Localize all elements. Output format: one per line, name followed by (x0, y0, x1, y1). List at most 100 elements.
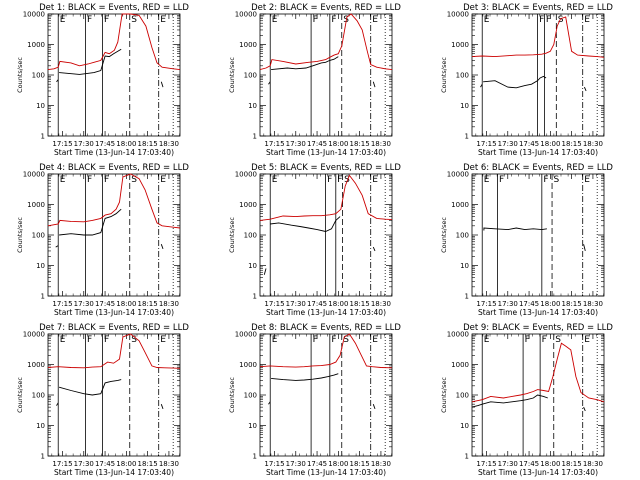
y-tick-label: 1 (253, 133, 257, 141)
x-tick-label: 17:15 (264, 460, 284, 468)
series-events-segment-2 (372, 404, 376, 410)
x-axis-label: Start Time (13-Jun-14 17:03:40) (478, 468, 598, 477)
panel-title: Det 4: BLACK = Events, RED = LLD (39, 163, 189, 173)
y-axis-label: Counts/sec (228, 377, 236, 413)
marker-label: F (313, 15, 318, 25)
x-tick-label: 18:30 (371, 140, 391, 148)
x-tick-label: 18:15 (138, 460, 158, 468)
panel-det-9: Det 9: BLACK = Events, RED = LLD 1 10 100 10… (440, 323, 613, 477)
x-tick-label: 17:15 (476, 140, 496, 148)
y-tick-label: 100 (456, 72, 469, 80)
marker-label: F (104, 335, 109, 345)
series-lld-segment-0 (47, 333, 181, 369)
series-events-segment-1 (583, 406, 586, 412)
series-lld-segment-0 (47, 173, 181, 229)
panel-title: Det 1: BLACK = Events, RED = LLD (39, 3, 189, 13)
plot-frame (47, 333, 181, 457)
series-lld-segment-0 (259, 13, 393, 71)
marker-label: E (584, 15, 590, 25)
series-events-segment-0 (263, 268, 267, 275)
marker-label: E (484, 335, 490, 345)
x-axis-label: Start Time (13-Jun-14 17:03:40) (54, 468, 174, 477)
panel-det-1: Det 1: BLACK = Events, RED = LLD 1 10 100 10… (16, 3, 189, 157)
marker-label: S (554, 175, 560, 185)
x-tick-label: 18:30 (583, 140, 603, 148)
x-tick-label: 18:00 (540, 460, 560, 468)
y-tick-label: 100 (32, 232, 45, 240)
series-events-segment-2 (160, 244, 164, 250)
marker-label: F (327, 175, 332, 185)
x-tick-label: 17:15 (264, 140, 284, 148)
y-tick-label: 100 (456, 392, 469, 400)
panel-title: Det 8: BLACK = Events, RED = LLD (251, 323, 401, 333)
y-tick-label: 10000 (23, 331, 45, 339)
x-tick-label: 17:45 (519, 460, 539, 468)
y-tick-label: 1 (41, 133, 45, 141)
x-tick-label: 18:15 (138, 300, 158, 308)
marker-label: E (60, 335, 66, 345)
x-tick-label: 17:45 (95, 140, 115, 148)
x-tick-label: 18:30 (159, 140, 179, 148)
y-tick-label: 100 (456, 232, 469, 240)
marker-label: S (131, 15, 137, 25)
series-events-segment-1 (59, 48, 122, 75)
series-events-segment-0 (483, 227, 547, 231)
series-events-segment-1 (271, 56, 339, 71)
series-events-segment-1 (59, 208, 122, 236)
marker-label: E (484, 15, 490, 25)
y-tick-label: 10 (248, 422, 257, 430)
y-tick-label: 10000 (235, 331, 257, 339)
y-tick-label: 1000 (27, 41, 45, 49)
marker-label: S (131, 175, 137, 185)
series-lld-segment-0 (47, 13, 181, 71)
marker-label: E (372, 335, 378, 345)
x-tick-label: 17:30 (74, 140, 94, 148)
y-tick-label: 10000 (23, 11, 45, 19)
marker-label: S (344, 175, 350, 185)
y-tick-label: 10 (248, 102, 257, 110)
y-axis-label: Counts/sec (440, 377, 448, 413)
marker-label: F (525, 335, 530, 345)
marker-label: S (131, 335, 137, 345)
x-axis-label: Start Time (13-Jun-14 17:03:40) (478, 148, 598, 157)
panel-det-7: Det 7: BLACK = Events, RED = LLD 1 10 100 10… (16, 323, 189, 477)
series-events-segment-0 (268, 81, 271, 85)
x-tick-label: 18:00 (116, 460, 136, 468)
series-events-segment-1 (583, 244, 586, 252)
x-tick-label: 18:00 (328, 140, 348, 148)
x-axis-label: Start Time (13-Jun-14 17:03:40) (266, 468, 386, 477)
y-tick-label: 1 (253, 293, 257, 301)
y-tick-label: 1 (41, 293, 45, 301)
x-tick-label: 18:00 (540, 140, 560, 148)
y-tick-label: 10 (460, 422, 469, 430)
marker-label: F (331, 335, 336, 345)
y-tick-label: 1 (253, 453, 257, 461)
marker-label: S (343, 335, 349, 345)
x-tick-label: 17:45 (519, 140, 539, 148)
x-tick-label: 18:30 (583, 460, 603, 468)
panel-det-3: Det 3: BLACK = Events, RED = LLD 1 10 100 10… (440, 3, 613, 157)
series-lld-segment-0 (471, 16, 605, 58)
series-events-segment-2 (372, 246, 376, 252)
marker-label: E (584, 335, 590, 345)
marker-label: E (372, 15, 378, 25)
x-tick-label: 18:00 (328, 460, 348, 468)
x-tick-label: 17:15 (476, 300, 496, 308)
x-tick-label: 18:00 (540, 300, 560, 308)
series-events-segment-1 (483, 75, 547, 89)
x-tick-label: 17:30 (74, 460, 94, 468)
y-axis-label: Counts/sec (16, 57, 24, 93)
x-tick-label: 18:15 (350, 460, 370, 468)
x-tick-label: 17:15 (264, 300, 284, 308)
x-tick-label: 17:15 (52, 460, 72, 468)
x-tick-label: 18:15 (562, 300, 582, 308)
marker-label: E (160, 175, 166, 185)
panel-title: Det 3: BLACK = Events, RED = LLD (463, 3, 613, 13)
series-events-segment-0 (56, 79, 59, 83)
marker-label: S (555, 335, 561, 345)
x-tick-label: 17:45 (95, 300, 115, 308)
x-tick-label: 17:45 (307, 300, 327, 308)
series-events-segment-0 (55, 245, 59, 248)
marker-label: F (104, 175, 109, 185)
